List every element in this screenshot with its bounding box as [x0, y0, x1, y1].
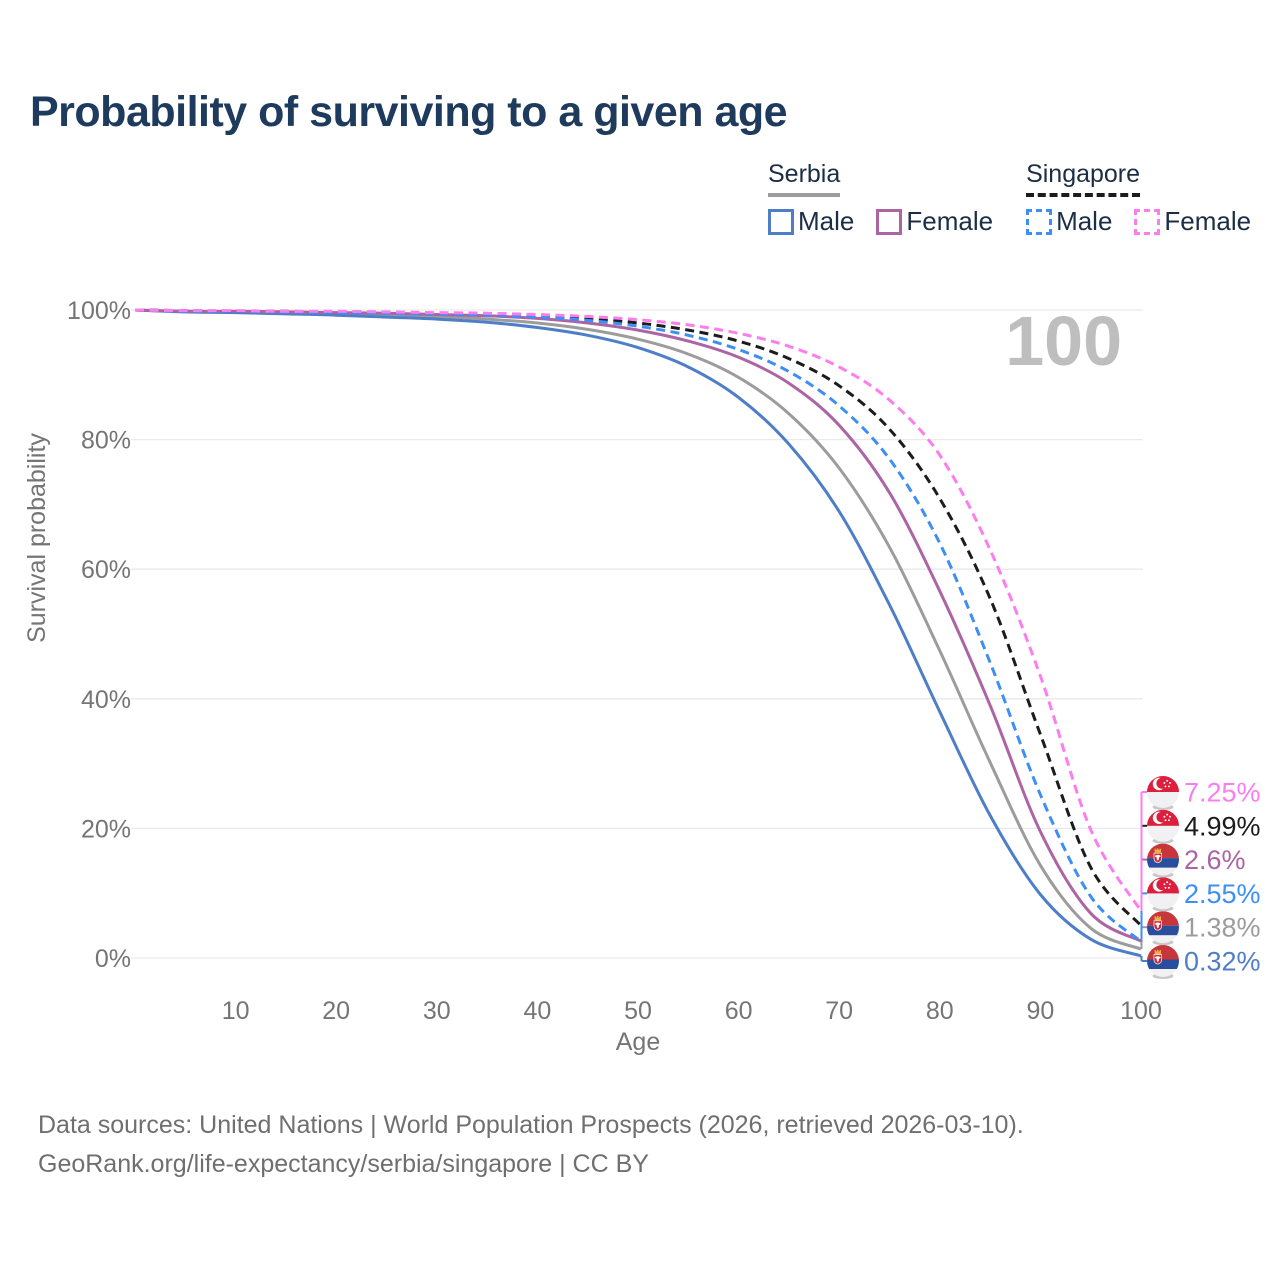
legend-item-singapore-male[interactable]: Male	[1026, 206, 1112, 237]
legend: Serbia Male Female Singapore Male	[768, 160, 1251, 237]
end-value-label-singapore-female: 7.25%	[1184, 778, 1261, 808]
y-axis-title: Survival probability	[23, 433, 51, 643]
singapore-flag-icon	[1147, 877, 1179, 910]
hover-age-watermark: 100	[1005, 302, 1122, 380]
legend-group-singapore: Singapore Male Female	[1026, 160, 1251, 237]
end-value-label-singapore-total: 4.99%	[1184, 811, 1261, 841]
y-tick-label-80: 80%	[81, 427, 131, 455]
end-value-label-serbia-total: 1.38%	[1184, 913, 1261, 943]
serbia-flag-icon	[1147, 945, 1179, 977]
y-tick-label-20: 20%	[81, 815, 131, 843]
y-tick-label-100: 100%	[67, 297, 131, 325]
curve-serbia-female[interactable]	[134, 308, 1142, 943]
x-tick-label-50: 50	[624, 997, 652, 1025]
legend-label-singapore-male: Male	[1056, 206, 1113, 236]
x-tick-label-80: 80	[926, 997, 954, 1025]
end-value-label-serbia-male: 0.32%	[1184, 947, 1261, 977]
x-tick-label-20: 20	[322, 997, 350, 1025]
x-tick-label-100: 100	[1120, 997, 1162, 1025]
legend-label-serbia-male: Male	[798, 206, 855, 236]
legend-item-serbia-female[interactable]: Female	[876, 206, 993, 237]
serbia-flag-icon	[1147, 911, 1179, 944]
y-tick-label-0: 0%	[95, 945, 131, 973]
legend-items-serbia: Male Female	[768, 206, 993, 237]
x-tick-label-70: 70	[825, 997, 853, 1025]
curve-serbia-male[interactable]	[134, 308, 1142, 958]
footer-attribution-link[interactable]: GeoRank.org/life-expectancy/serbia/singa…	[38, 1150, 649, 1178]
singapore-female-swatch-icon	[1134, 208, 1161, 235]
legend-country-serbia[interactable]: Serbia	[768, 160, 841, 197]
x-tick-label-40: 40	[523, 997, 551, 1025]
legend-item-serbia-male[interactable]: Male	[768, 206, 854, 237]
curve-singapore-total[interactable]	[134, 308, 1143, 927]
y-tick-label-40: 40%	[81, 686, 131, 714]
serbia-flag-icon	[1147, 843, 1179, 876]
legend-country-singapore[interactable]: Singapore	[1026, 160, 1141, 197]
x-tick-label-30: 30	[423, 997, 451, 1025]
legend-label-serbia-female: Female	[906, 206, 994, 236]
x-axis-title: Age	[616, 1028, 660, 1056]
page-title: Probability of surviving to a given age	[30, 88, 788, 136]
serbia-female-swatch-icon	[876, 208, 903, 235]
singapore-flag-icon	[1147, 809, 1179, 842]
footer: Data sources: United Nations | World Pop…	[38, 1106, 1024, 1184]
singapore-male-swatch-icon	[1026, 208, 1053, 235]
x-tick-label-10: 10	[222, 997, 250, 1025]
legend-label-singapore-female: Female	[1164, 206, 1252, 236]
footer-data-sources: Data sources: United Nations | World Pop…	[38, 1111, 1024, 1139]
x-tick-label-90: 90	[1026, 997, 1054, 1025]
singapore-flag-icon	[1147, 776, 1179, 808]
y-tick-label-60: 60%	[81, 556, 131, 584]
x-tick-label-60: 60	[725, 997, 753, 1025]
end-value-label-serbia-female: 2.6%	[1184, 845, 1246, 875]
end-value-label-singapore-male: 2.55%	[1184, 879, 1261, 909]
curve-singapore-female[interactable]	[134, 308, 1143, 912]
legend-item-singapore-female[interactable]: Female	[1134, 206, 1251, 237]
legend-group-serbia: Serbia Male Female	[768, 160, 993, 237]
legend-items-singapore: Male Female	[1026, 206, 1251, 237]
curve-singapore-male[interactable]	[134, 308, 1142, 943]
serbia-male-swatch-icon	[768, 208, 794, 235]
curve-serbia-total[interactable]	[134, 308, 1142, 951]
